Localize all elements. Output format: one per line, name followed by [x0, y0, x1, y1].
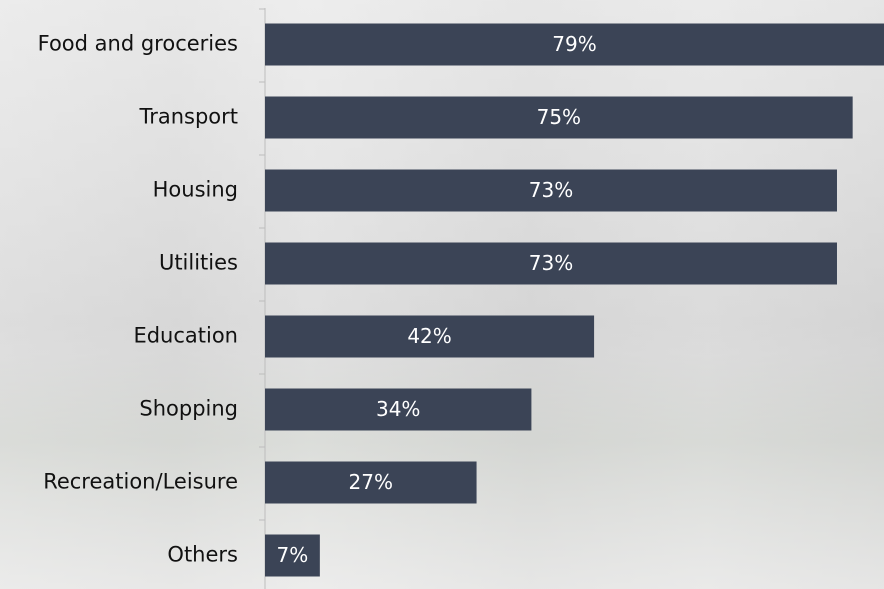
value-label: 34%	[376, 397, 420, 421]
bar	[265, 534, 320, 577]
bar	[265, 315, 595, 358]
category-label: Food and groceries	[38, 32, 238, 56]
category-label: Recreation/Leisure	[43, 470, 238, 494]
value-label: 75%	[537, 105, 581, 129]
bar	[265, 169, 837, 212]
value-label: 27%	[349, 470, 393, 494]
value-label: 7%	[277, 543, 309, 567]
bar	[265, 23, 884, 66]
bar	[265, 96, 853, 139]
bar	[265, 461, 477, 504]
category-label: Shopping	[139, 397, 238, 421]
value-label: 42%	[407, 324, 451, 348]
bar	[265, 388, 532, 431]
bar	[265, 242, 837, 285]
category-label: Transport	[138, 105, 238, 129]
value-label: 79%	[552, 32, 596, 56]
category-label: Others	[167, 543, 238, 567]
category-label: Utilities	[159, 251, 238, 275]
value-label: 73%	[529, 178, 573, 202]
value-label: 73%	[529, 251, 573, 275]
category-label: Education	[133, 324, 238, 348]
category-label: Housing	[153, 178, 238, 202]
